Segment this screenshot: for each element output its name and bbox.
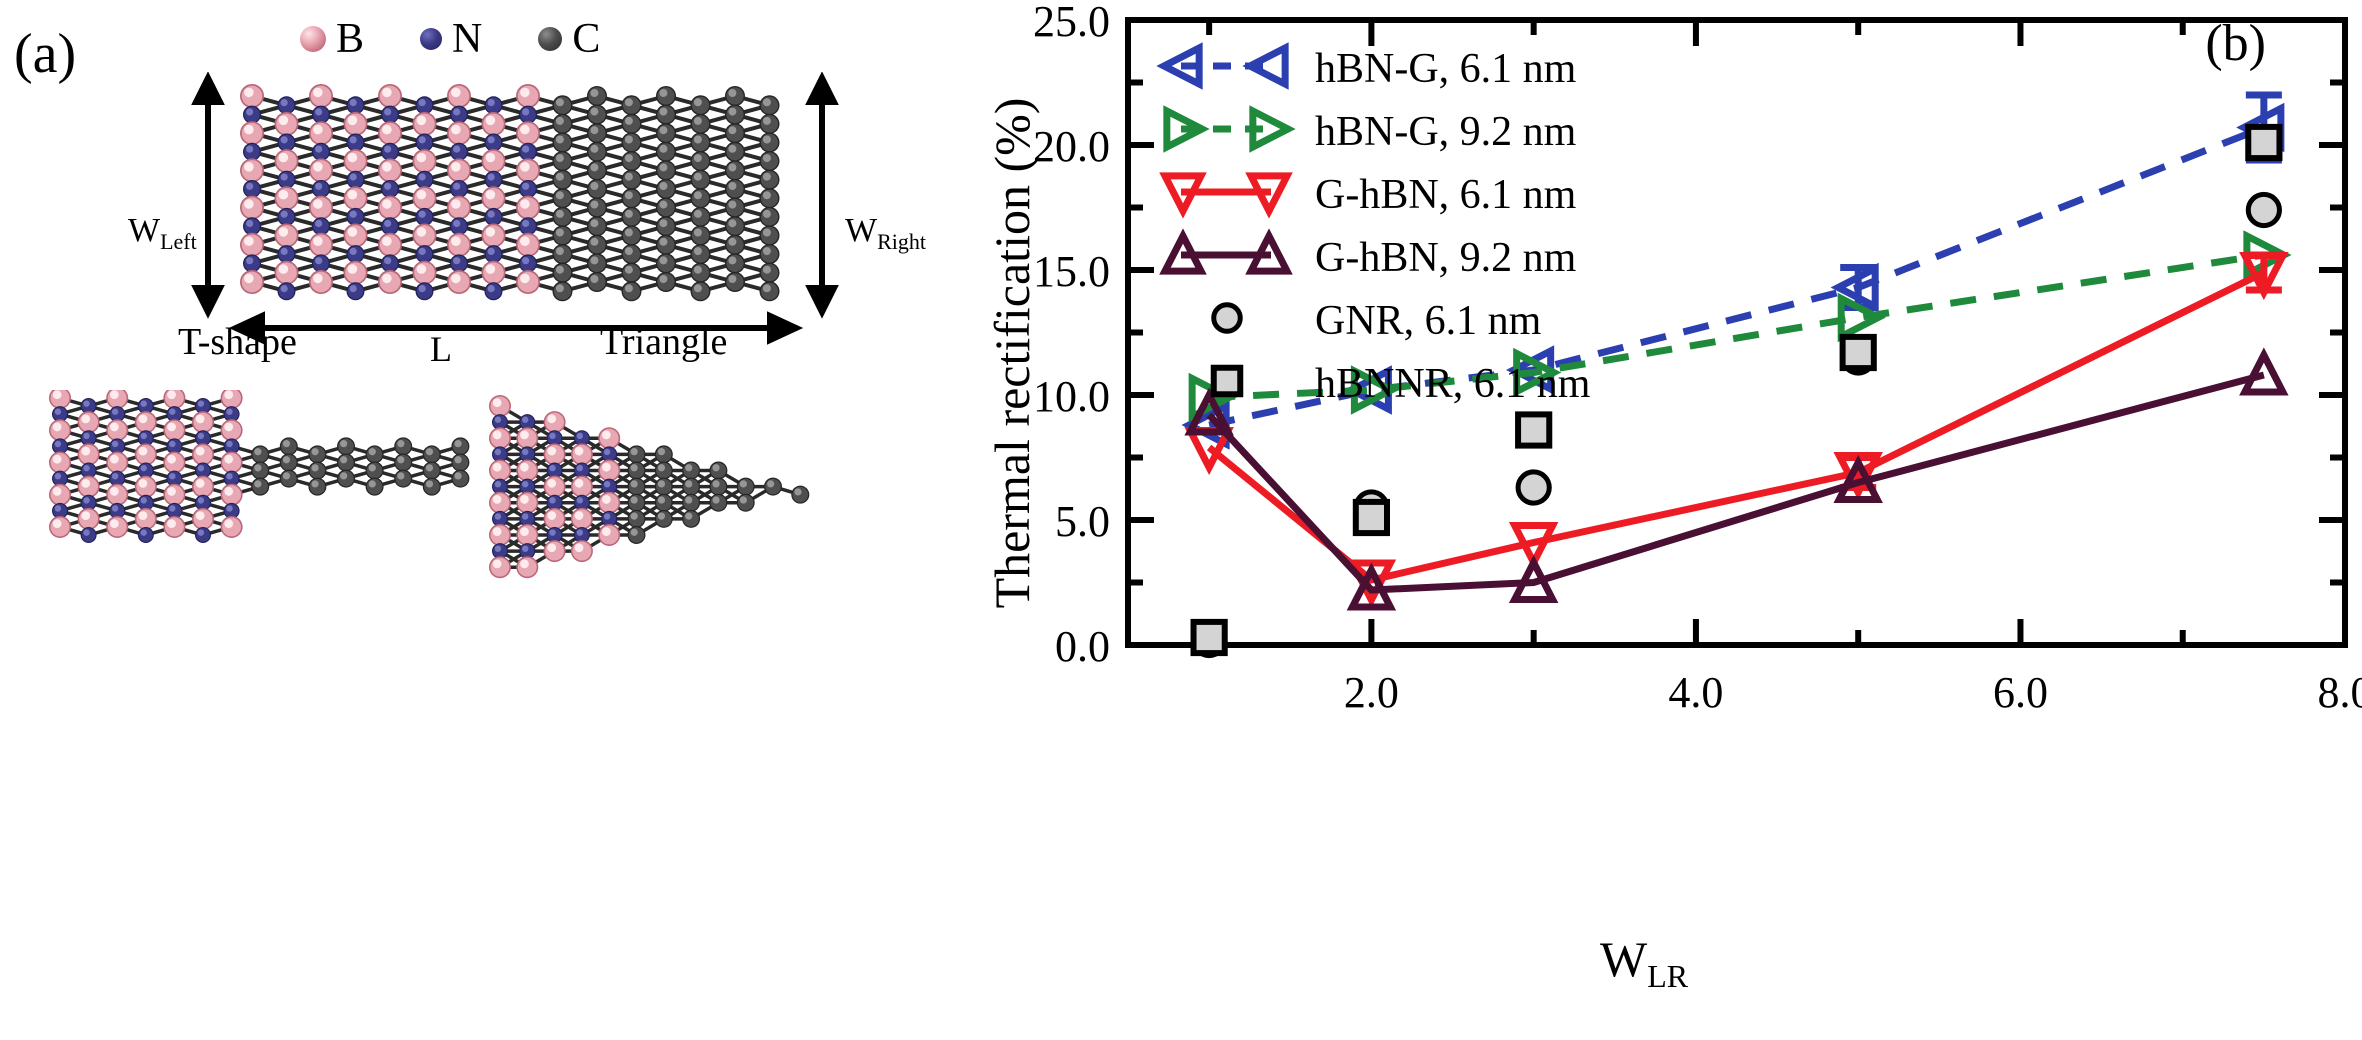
triangle-structure-svg (489, 395, 810, 579)
data-point-marker (1249, 105, 1296, 153)
w-left-label: WLeft (128, 212, 197, 254)
legend-label: hBN-G, 9.2 nm (1315, 109, 1577, 155)
atom-key-carbon: C (538, 18, 600, 60)
panel-a-label: (a) (14, 23, 77, 85)
data-point-marker (1508, 554, 1559, 603)
data-point-marker (2245, 123, 2283, 162)
legend-label: hBNNR, 6.1 nm (1315, 361, 1591, 407)
data-point-marker (1513, 347, 1562, 398)
data-point-marker (1830, 262, 1879, 313)
legend-item-2[interactable]: G-hBN, 6.1 nm (1159, 172, 1577, 219)
atom-type-legend: B N C (300, 18, 600, 60)
legend-item-1[interactable]: hBN-G, 9.2 nm (1163, 105, 1577, 155)
x-axis-title: WLR (1600, 931, 1689, 994)
x-tick-label: 4.0 (1668, 668, 1723, 717)
legend-label: hBN-G, 6.1 nm (1315, 46, 1577, 92)
x-tick-label: 8.0 (2318, 668, 2362, 717)
y-tick-label: 15.0 (1033, 247, 1110, 296)
length-label: L (430, 329, 452, 369)
legend-item-5[interactable]: hBNNR, 6.1 nm (1210, 361, 1591, 407)
legend-item-3[interactable]: G-hBN, 9.2 nm (1159, 228, 1577, 281)
data-point-marker (1350, 365, 1400, 415)
data-point-marker (1833, 454, 1883, 503)
y-tick-label: 10.0 (1033, 372, 1110, 421)
boron-atom-icon (300, 26, 326, 52)
length-dimension-arrow (228, 311, 804, 345)
nitrogen-label: N (452, 16, 483, 62)
data-point-marker (1159, 172, 1207, 219)
data-point-marker (1839, 333, 1877, 372)
data-point-marker (1188, 372, 1237, 423)
data-point-marker (1837, 292, 1886, 343)
data-point-marker (1352, 498, 1390, 537)
x-tick-label: 6.0 (1993, 668, 2048, 717)
legend-label: G-hBN, 9.2 nm (1315, 235, 1577, 281)
series-5 (1190, 123, 2283, 657)
w-right-dimension-arrow (805, 72, 839, 319)
data-point-marker (1211, 302, 1243, 334)
y-tick-label: 25.0 (1033, 0, 1110, 46)
legend-label: G-hBN, 6.1 nm (1315, 172, 1577, 218)
nitrogen-atom-icon (420, 28, 443, 50)
data-point-marker (1242, 42, 1289, 90)
data-point-marker (2239, 347, 2289, 396)
y-tick-label: 20.0 (1033, 122, 1110, 171)
y-tick-label: 5.0 (1055, 497, 1110, 546)
w-left-dimension-arrow (191, 72, 225, 319)
w-right-label: WRight (845, 212, 926, 254)
data-point-marker (1190, 618, 1228, 657)
atom-key-nitrogen: N (420, 18, 482, 60)
thermal-rectification-plot: 0.0 5.0 10.0 15.0 20.0 25.0 2.0 4.0 6.0 8.0 hBN-G… (1033, 0, 2362, 717)
carbon-label: C (572, 16, 601, 62)
t-shape-structure-svg (49, 390, 470, 544)
data-point-marker (1508, 522, 1559, 571)
y-axis-title: Thermal rectification (%) (984, 97, 1040, 609)
series-line (1206, 371, 2265, 594)
data-point-marker (1245, 228, 1293, 275)
data-point-marker (1346, 562, 1397, 611)
triangle-title: Triangle (600, 321, 728, 363)
legend-item-0[interactable]: hBN-G, 6.1 nm (1156, 42, 1577, 92)
atom-key-boron: B (300, 18, 364, 60)
panel-b-label: (b) (2205, 15, 2266, 72)
legend-label: GNR, 6.1 nm (1315, 298, 1542, 344)
data-point-marker (1515, 411, 1553, 449)
series-3 (1184, 347, 2289, 611)
data-point-marker (1163, 105, 1210, 153)
ribbon-lattice-svg (191, 72, 839, 345)
data-point-marker (2245, 191, 2282, 229)
data-point-marker (1159, 228, 1207, 275)
boron-label: B (336, 16, 365, 62)
data-point-marker (1184, 387, 1234, 436)
data-point-marker (1156, 42, 1203, 90)
x-tick-label: 2.0 (1344, 668, 1399, 717)
series-line (1208, 251, 2265, 401)
panel-a-structures: (a) B N C (0, 0, 1000, 1040)
legend-item-4[interactable]: GNR, 6.1 nm (1211, 298, 1542, 344)
t-shape-title: T-shape (178, 321, 297, 363)
data-point-marker (1210, 364, 1244, 398)
data-point-marker (1515, 469, 1552, 506)
carbon-atom-icon (538, 27, 563, 51)
panel-b-chart: (b) 0.0 5.0 10.0 15.0 20.0 25.0 2.0 4.0 6.0 8.0 h… (960, 0, 2362, 1040)
series-1 (1188, 230, 2292, 423)
y-tick-label: 0.0 (1055, 622, 1110, 671)
heterojunction-ribbon-diagram: WLeft WRight L (110, 72, 926, 369)
data-point-marker (2239, 252, 2289, 301)
data-point-marker (1245, 172, 1293, 219)
